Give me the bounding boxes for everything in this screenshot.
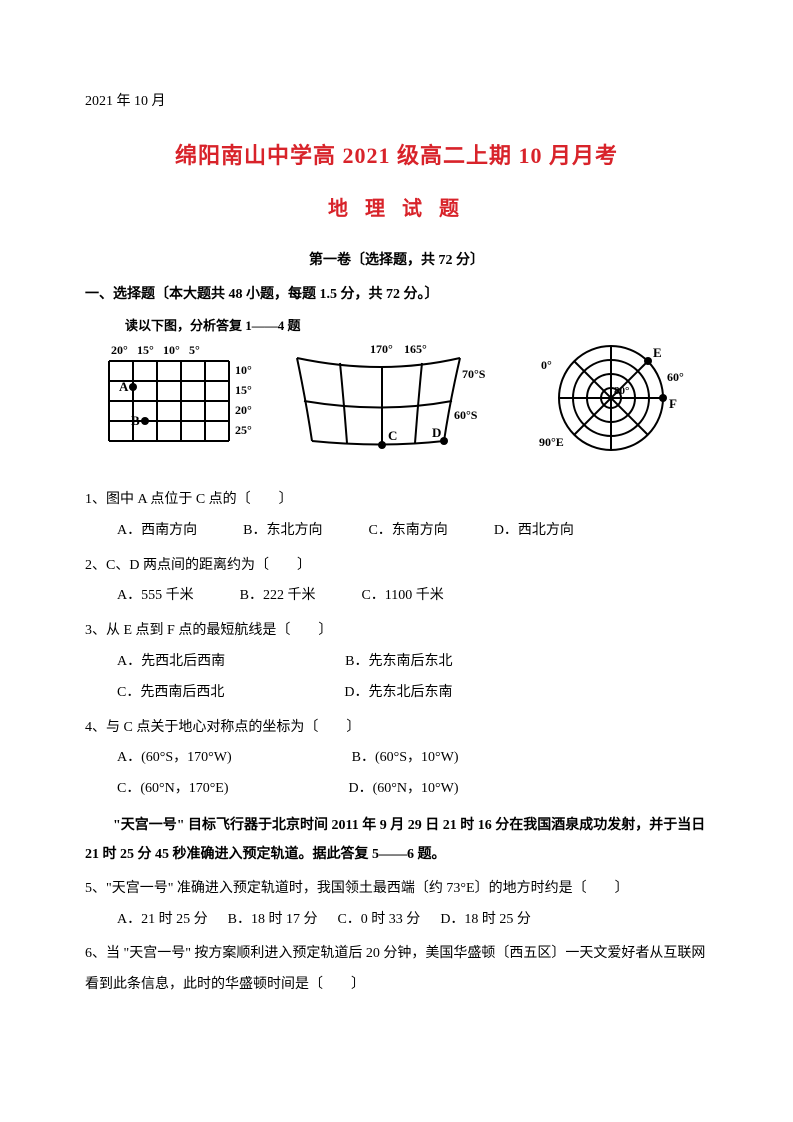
q3-opt-d: D．先东北后东南 (344, 678, 452, 709)
q4-opt-a: A．(60°S，170°W) (117, 743, 232, 774)
svg-text:170°: 170° (370, 342, 393, 356)
svg-text:60°S: 60°S (454, 408, 478, 422)
date-line: 2021 年 10 月 (85, 90, 708, 110)
passage-5-6: "天宫一号" 目标飞行器于北京时间 2011 年 9 月 29 日 21 时 1… (85, 811, 708, 870)
q3-opt-c: C．先西南后西北 (117, 678, 224, 709)
q1-options: A．西南方向 B．东北方向 C．东南方向 D．西北方向 (85, 516, 708, 547)
q4-options: A．(60°S，170°W) B．(60°S，10°W) C．(60°N，170… (85, 743, 708, 805)
svg-text:20°: 20° (111, 343, 128, 357)
label-a: A (119, 379, 129, 394)
svg-text:5°: 5° (189, 343, 200, 357)
section-header: 第一卷〔选择题，共 72 分〕 (85, 249, 708, 269)
q3-opt-a: A．先西北后西南 (117, 647, 225, 678)
label-d: D (432, 425, 441, 440)
q1-opt-b: B．东北方向 (243, 516, 322, 547)
question-block: 1、图中 A 点位于 C 点的〔 〕 A．西南方向 B．东北方向 C．东南方向 … (85, 485, 708, 1001)
q4-opt-d: D．(60°N，10°W) (349, 774, 459, 805)
exam-page: 2021 年 10 月 绵阳南山中学高 2021 级高二上期 10 月月考 地 … (0, 0, 793, 1122)
q5-text: 5、"天宫一号" 准确进入预定轨道时，我国领土最西端〔约 73°E〕的地方时约是… (85, 874, 708, 905)
title-main: 绵阳南山中学高 2021 级高二上期 10 月月考 (85, 138, 708, 170)
diagram-intro: 读以下图，分析答复 1——4 题 (125, 315, 708, 334)
svg-text:90°E: 90°E (539, 435, 564, 449)
svg-text:20°: 20° (235, 403, 252, 417)
q5-opt-b: B．18 时 17 分 (228, 905, 318, 936)
q2-options: A．555 千米 B．222 千米 C．1100 千米 (85, 581, 708, 612)
q5-options: A．21 时 25 分 B．18 时 17 分 C．0 时 33 分 D．18 … (85, 905, 708, 936)
svg-text:70°S: 70°S (462, 367, 486, 381)
diagram-row: A B 20° 15° 10° 5° 10° 15° 20° 25° (85, 336, 708, 461)
diagram-meridians: 170° 165° 70°S 60°S C D (292, 336, 492, 456)
label-f: F (669, 396, 677, 411)
title-sub: 地 理 试 题 (85, 192, 708, 221)
svg-text:165°: 165° (404, 342, 427, 356)
q1-opt-c: C．东南方向 (368, 516, 447, 547)
q3-opt-b: B．先东南后东北 (345, 647, 452, 678)
q4-opt-c: C．(60°N，170°E) (117, 774, 229, 805)
label-e: E (653, 345, 662, 360)
q1-opt-d: D．西北方向 (494, 516, 574, 547)
svg-text:80°: 80° (614, 385, 629, 397)
svg-text:0°: 0° (541, 358, 552, 372)
label-b: B (131, 413, 140, 428)
instruction-line: 一、选择题〔本大题共 48 小题，每题 1.5 分，共 72 分。〕 (85, 283, 708, 303)
q2-text: 2、C、D 两点间的距离约为〔 〕 (85, 551, 708, 582)
q2-opt-c: C．1100 千米 (361, 581, 443, 612)
svg-text:25°: 25° (235, 423, 252, 437)
label-c: C (388, 428, 397, 443)
q5-opt-c: C．0 时 33 分 (337, 905, 420, 936)
svg-text:15°: 15° (235, 383, 252, 397)
q2-opt-a: A．555 千米 (117, 581, 194, 612)
diagram-polar: 0° 60° 80° 90°E E F (519, 336, 704, 461)
q1-opt-a: A．西南方向 (117, 516, 197, 547)
q3-options: A．先西北后西南 B．先东南后东北 C．先西南后西北 D．先东北后东南 (85, 647, 708, 709)
svg-text:60°: 60° (667, 370, 684, 384)
q1-text: 1、图中 A 点位于 C 点的〔 〕 (85, 485, 708, 516)
svg-text:10°: 10° (163, 343, 180, 357)
q5-opt-a: A．21 时 25 分 (117, 905, 208, 936)
q4-text: 4、与 C 点关于地心对称点的坐标为〔 〕 (85, 713, 708, 744)
diagram-grid: A B 20° 15° 10° 5° 10° 15° 20° 25° (89, 336, 264, 456)
q5-opt-d: D．18 时 25 分 (440, 905, 531, 936)
q2-opt-b: B．222 千米 (240, 581, 316, 612)
svg-text:10°: 10° (235, 363, 252, 377)
q4-opt-b: B．(60°S，10°W) (352, 743, 459, 774)
q6-text: 6、当 "天宫一号" 按方案顺利进入预定轨道后 20 分钟，美国华盛顿〔西五区〕… (85, 939, 708, 1001)
q3-text: 3、从 E 点到 F 点的最短航线是〔 〕 (85, 616, 708, 647)
svg-text:15°: 15° (137, 343, 154, 357)
